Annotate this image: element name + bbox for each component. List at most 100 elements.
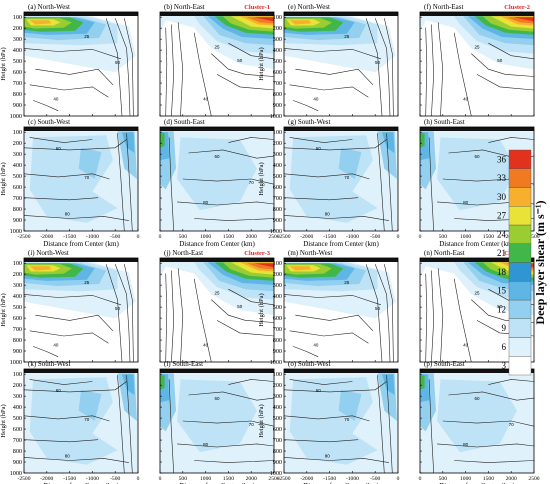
y-tick-label: 600 bbox=[273, 184, 282, 191]
contour-line bbox=[292, 100, 319, 112]
colorbar-segment bbox=[508, 262, 532, 282]
y-tick-label: 300 bbox=[273, 36, 282, 43]
contour-line bbox=[377, 375, 385, 473]
contour-label: 80 bbox=[203, 200, 209, 205]
colorbar-segment bbox=[508, 318, 532, 338]
contour-line bbox=[24, 439, 99, 443]
y-tick-label: 700 bbox=[13, 195, 22, 202]
shear-fill bbox=[24, 131, 138, 231]
plot-frame bbox=[419, 11, 535, 117]
top-bar bbox=[160, 127, 274, 131]
contour-lines bbox=[165, 22, 274, 116]
plot-frame bbox=[159, 11, 275, 117]
y-tick-label: 500 bbox=[273, 173, 282, 180]
shear-fill-region bbox=[420, 375, 425, 390]
colorbar-tick-label: 33 bbox=[497, 173, 507, 183]
top-bar bbox=[420, 127, 534, 131]
panel-m: 25 50 40 (m) North-West 100 200 300 400 500 600 70… bbox=[258, 249, 399, 366]
panel-label: (g) South-West bbox=[288, 118, 330, 126]
plot-frame bbox=[419, 257, 535, 363]
y-tick-label: 600 bbox=[13, 184, 22, 191]
x-axis-label: Distance from Center (km) bbox=[303, 482, 379, 484]
x-axis-label: Distance from Center (km) bbox=[43, 482, 119, 484]
x-tick-label: 1000 bbox=[460, 476, 471, 482]
contour-line bbox=[365, 264, 383, 362]
contour-line bbox=[188, 149, 274, 159]
contour-line bbox=[284, 415, 370, 422]
shear-fill-region bbox=[78, 147, 102, 179]
y-tick-label: 1000 bbox=[10, 228, 22, 235]
contour-line bbox=[126, 375, 133, 473]
colorbar-segment bbox=[508, 206, 532, 226]
x-tick-label: 1000 bbox=[200, 234, 211, 240]
top-bar bbox=[160, 258, 274, 262]
colorbar-segment bbox=[508, 281, 532, 301]
x-tick-label: -2500 bbox=[17, 476, 30, 482]
contour-line bbox=[24, 48, 121, 60]
y-tick-label: 600 bbox=[273, 426, 282, 433]
colorbar-tick-label: 27 bbox=[497, 211, 507, 221]
y-tick-label: 100 bbox=[273, 129, 282, 136]
y-tick-label: 900 bbox=[273, 348, 282, 355]
y-tick-label: 500 bbox=[273, 304, 282, 311]
panel-p: 60 70 80 (p) South-East 0 500 1000 1500 2000 2500… bbox=[419, 360, 540, 484]
contour-line bbox=[384, 18, 394, 116]
contour-line bbox=[284, 381, 387, 393]
x-tick-label: -500 bbox=[110, 234, 120, 240]
y-tick-label: 400 bbox=[273, 293, 282, 300]
top-bar bbox=[284, 12, 398, 16]
x-tick-label: -1500 bbox=[63, 234, 76, 240]
contour-line bbox=[177, 268, 184, 362]
contour-label: 50 bbox=[497, 304, 503, 309]
y-tick-label: 800 bbox=[273, 206, 282, 213]
shear-fill-region bbox=[420, 133, 425, 148]
colorbar-title: Deep layer shear (m s⁻¹) bbox=[533, 200, 547, 324]
panel-l: 60 70 80 (l) South-East 0 500 1000 1500 2000 2500… bbox=[159, 360, 280, 484]
y-tick-label: 900 bbox=[13, 102, 22, 109]
panel-label: (b) North-East bbox=[164, 3, 205, 11]
x-tick-label: 2500 bbox=[268, 476, 279, 482]
plot-frame bbox=[283, 368, 399, 474]
contour-line bbox=[289, 84, 369, 98]
colorbar-tick-label: 18 bbox=[497, 267, 507, 277]
contour-label: 40 bbox=[313, 96, 319, 101]
x-tick-label: 1000 bbox=[200, 476, 211, 482]
contour-line bbox=[124, 18, 134, 116]
contour-label: 60 bbox=[316, 388, 322, 393]
y-tick-label: 200 bbox=[273, 382, 282, 389]
y-tick-label: 500 bbox=[13, 173, 22, 180]
contour-label: 80 bbox=[203, 442, 209, 447]
contour-label: 60 bbox=[214, 154, 220, 159]
contour-label: 70 bbox=[84, 417, 90, 422]
contour-line bbox=[211, 299, 274, 323]
x-tick-label: -1500 bbox=[63, 476, 76, 482]
panel-c: 60 70 80 (c) South-West 100 200 300 400 500 600 70… bbox=[0, 118, 140, 248]
panel-a: 25 50 40 (a) North-West 100 200 300 400 500 600 70… bbox=[0, 3, 139, 120]
shear-fill bbox=[24, 16, 136, 73]
plot-frame bbox=[159, 368, 275, 474]
y-tick-label: 1000 bbox=[270, 359, 282, 366]
x-tick-label: -1000 bbox=[86, 234, 99, 240]
contour-lines bbox=[24, 264, 134, 362]
contour-line bbox=[442, 420, 534, 427]
contour-line bbox=[182, 420, 274, 427]
contour-line bbox=[374, 18, 391, 116]
contour-line bbox=[289, 137, 353, 143]
contour-label: 25 bbox=[214, 44, 220, 49]
contour-line bbox=[377, 133, 385, 231]
y-tick-label: 500 bbox=[273, 415, 282, 422]
contour-line bbox=[476, 74, 534, 91]
shear-fill-region bbox=[382, 374, 395, 395]
x-tick-label: -500 bbox=[370, 476, 380, 482]
contour-label: 60 bbox=[316, 146, 322, 151]
y-tick-label: 700 bbox=[13, 437, 22, 444]
x-tick-label: 0 bbox=[137, 476, 140, 482]
colorbar-tick-label: 12 bbox=[497, 304, 506, 314]
x-tick-label: -2500 bbox=[17, 234, 30, 240]
contour-line bbox=[177, 443, 274, 448]
contour-lines bbox=[24, 375, 133, 473]
contour-line bbox=[165, 27, 168, 116]
y-tick-label: 400 bbox=[273, 404, 282, 411]
y-tick-label: 1000 bbox=[10, 470, 22, 477]
